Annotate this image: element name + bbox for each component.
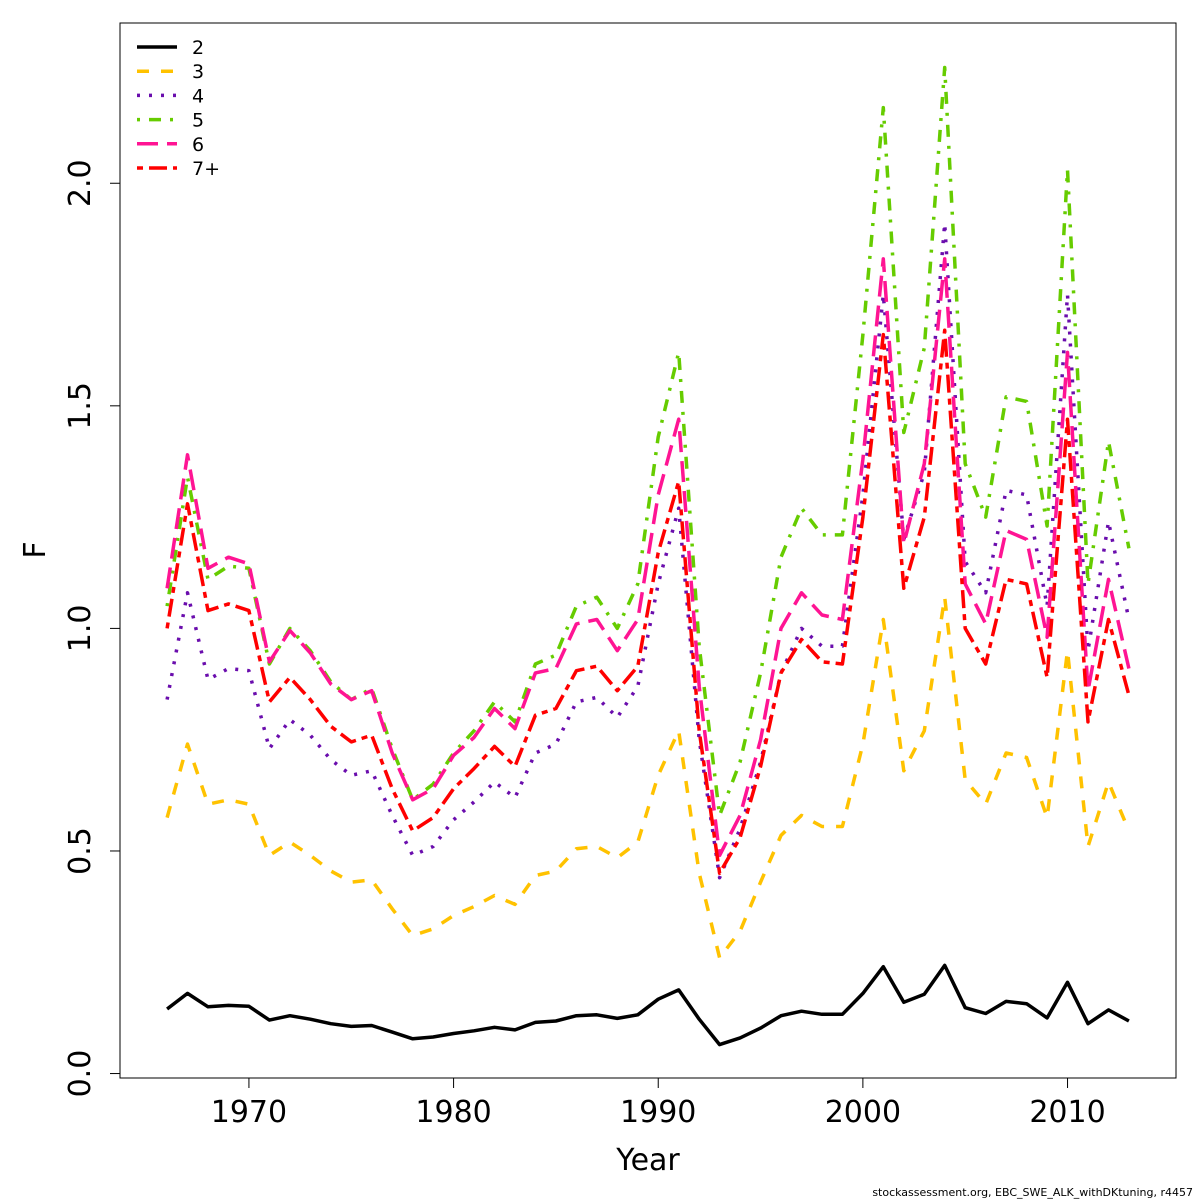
series-line-2	[166, 963, 1130, 1047]
series-line-4	[165, 221, 1131, 880]
y-axis: 0.0 0.5 1.0 1.5 2.0	[63, 159, 121, 1098]
legend-label: 3	[192, 61, 204, 83]
legend-label: 7+	[192, 158, 220, 180]
x-tick-label: 1990	[620, 1095, 696, 1130]
series-lines	[165, 65, 1131, 1047]
series-line-7plus	[165, 328, 1131, 875]
y-tick-label: 2.0	[63, 159, 98, 207]
x-axis: 1970 1980 1990 2000 2010	[211, 1077, 1106, 1130]
x-tick-label: 1970	[211, 1095, 287, 1130]
y-tick-label: 0.0	[63, 1050, 98, 1098]
y-axis-title: F	[18, 541, 53, 558]
legend-label: 4	[192, 85, 204, 107]
legend-label: 5	[192, 110, 204, 132]
legend: 234 567+	[137, 37, 220, 180]
y-tick-label: 1.0	[63, 605, 98, 653]
x-tick-label: 2000	[825, 1095, 901, 1130]
x-axis-title: Year	[615, 1143, 680, 1178]
x-tick-label: 1980	[415, 1095, 491, 1130]
series-line-3	[165, 595, 1131, 960]
footer-credit: stockassessment.org, EBC_SWE_ALK_withDKt…	[872, 1186, 1193, 1199]
legend-label: 2	[192, 37, 204, 59]
series-line-6	[165, 257, 1131, 858]
y-tick-label: 1.5	[63, 382, 98, 430]
x-tick-label: 2010	[1029, 1095, 1105, 1130]
legend-label: 6	[192, 134, 204, 156]
y-tick-label: 0.5	[63, 827, 98, 875]
